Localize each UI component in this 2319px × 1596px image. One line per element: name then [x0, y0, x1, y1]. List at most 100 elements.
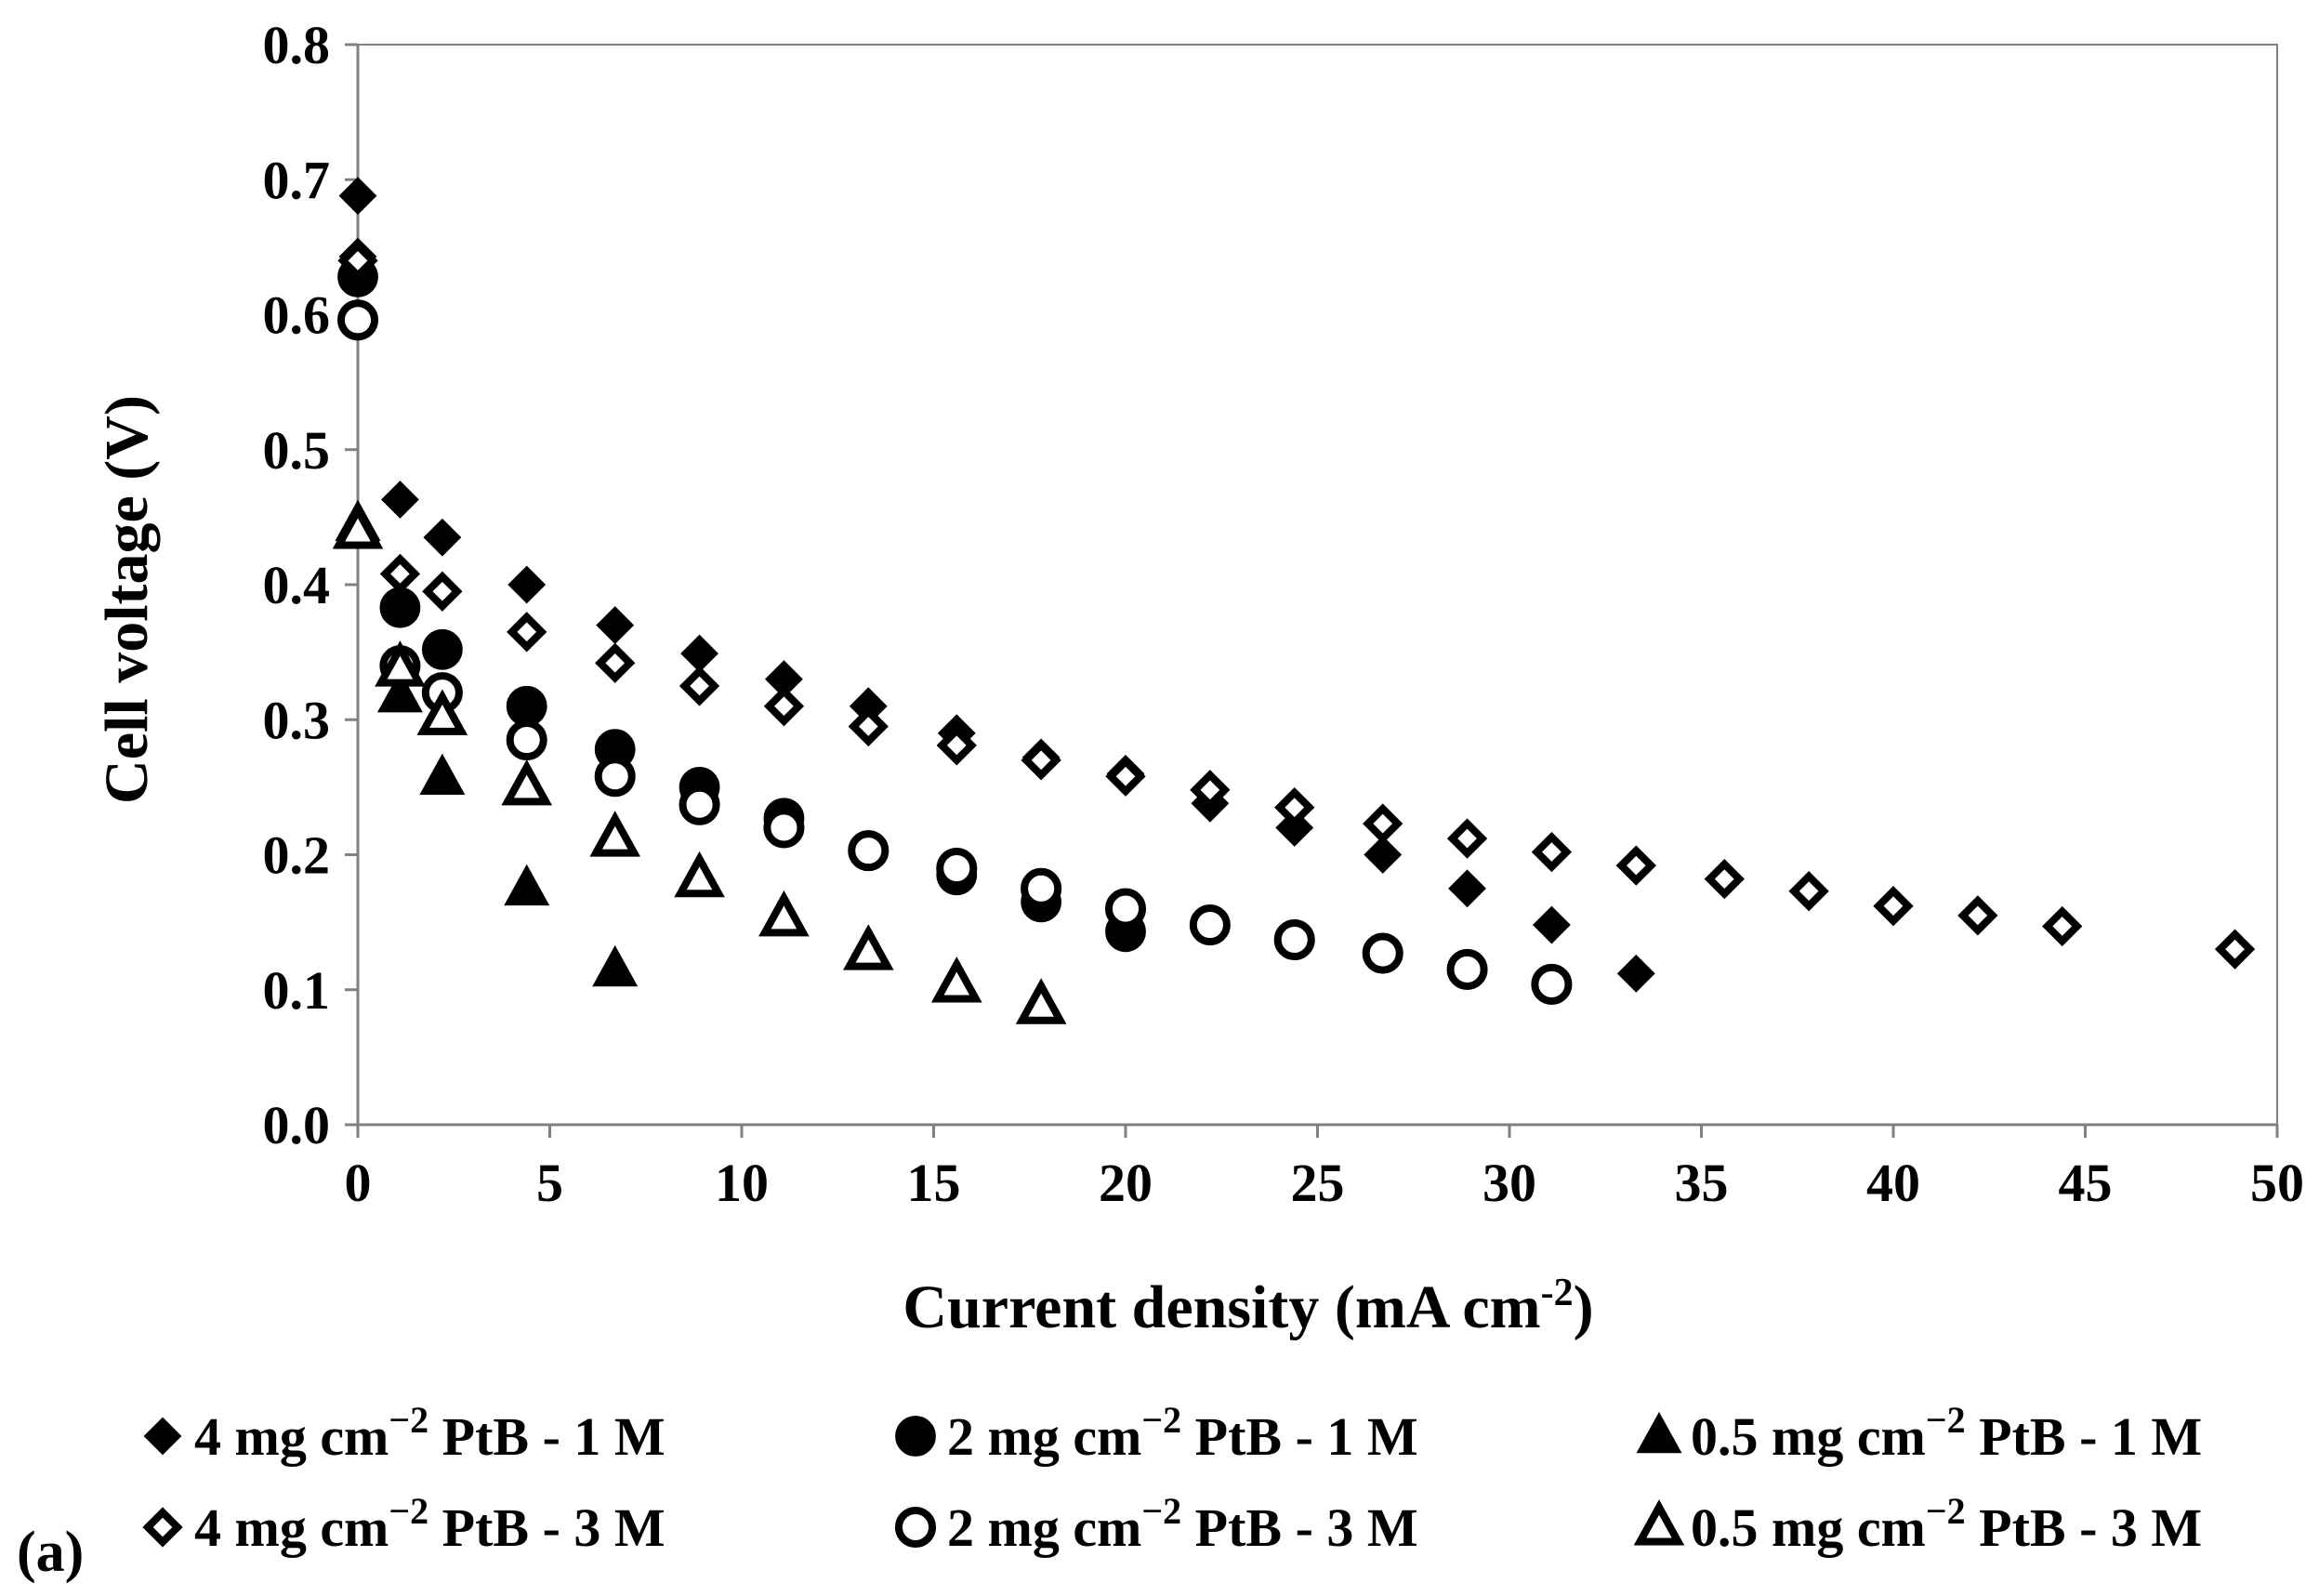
series-5 [336, 299, 1573, 1005]
data-point [1021, 867, 1062, 909]
data-point [1533, 905, 1571, 944]
legend-marker [895, 1416, 936, 1457]
y-tick-label: 0.4 [263, 555, 331, 615]
legend-item: 2 mg cm−2 PtB - 1 M [895, 1399, 1418, 1467]
legend-marker [1636, 1411, 1682, 1454]
data-point [379, 553, 421, 595]
data-point [679, 666, 720, 706]
legend-item: 4 mg cm−2 PtB - 1 M [143, 1399, 665, 1467]
legend-marker [142, 1507, 183, 1548]
x-axis-ticks: 0 5 10 15 20 25 30 35 40 45 50 [345, 1125, 2304, 1213]
x-tick-label: 30 [1482, 1153, 1536, 1213]
legend-label: 0.5 mg cm−2 PtB - 3 M [1691, 1490, 2202, 1558]
data-point [674, 851, 725, 898]
data-point [338, 177, 377, 216]
data-point [416, 689, 468, 735]
data-point [422, 571, 463, 612]
x-tick-label: 45 [2059, 1153, 2113, 1213]
x-axis-title: Current density (mA cm-2) [903, 1272, 1593, 1341]
series-6 [332, 503, 1067, 1024]
data-point [381, 481, 419, 519]
data-point [1704, 858, 1745, 900]
x-tick-label: 50 [2250, 1153, 2304, 1213]
data-points [332, 177, 2256, 1024]
data-point [936, 725, 977, 766]
legend-label: 2 mg cm−2 PtB - 1 M [947, 1399, 1418, 1467]
x-axis-title-tail: ) [1574, 1273, 1594, 1341]
y-tick-label: 0.5 [263, 420, 331, 481]
legend-label: 4 mg cm−2 PtB - 3 M [194, 1490, 665, 1558]
x-tick-label: 15 [907, 1153, 961, 1213]
data-point [421, 628, 463, 670]
y-axis-ticks: 0.0 0.1 0.2 0.3 0.4 0.5 0.6 0.7 0.8 [263, 15, 358, 1155]
y-tick-label: 0.1 [263, 960, 331, 1021]
legend-label: 0.5 mg cm−2 PtB - 1 M [1691, 1399, 2202, 1467]
y-tick-label: 0.7 [263, 150, 331, 210]
data-point [679, 784, 720, 825]
data-point [506, 719, 547, 761]
legend-marker [1633, 1499, 1685, 1546]
data-point [848, 830, 889, 872]
data-point [1274, 787, 1315, 828]
data-point [594, 756, 636, 798]
data-point [763, 807, 805, 849]
x-tick-label: 20 [1099, 1153, 1153, 1213]
x-tick-label: 5 [536, 1153, 563, 1213]
x-tick-label: 40 [1866, 1153, 1920, 1213]
legend-item: 0.5 mg cm−2 PtB - 3 M [1633, 1490, 2202, 1558]
y-axis-title: Cell voltage (V) [93, 395, 161, 804]
data-point [337, 240, 378, 282]
data-point [504, 864, 550, 906]
x-axis-title-sup: -2 [1541, 1272, 1574, 1314]
x-axis-title-main: Current density (mA cm [903, 1273, 1540, 1341]
data-point [1275, 809, 1314, 847]
legend: 4 mg cm−2 PtB - 1 M 2 mg cm−2 PtB - 1 M 0.… [142, 1399, 2202, 1558]
data-point [595, 642, 636, 683]
data-point [1615, 845, 1656, 886]
y-tick-label: 0.0 [263, 1095, 331, 1155]
panel-label: (a) [17, 1521, 84, 1584]
data-point [1446, 948, 1488, 991]
legend-label: 4 mg cm−2 PtB - 1 M [194, 1399, 665, 1467]
data-point [1531, 831, 1573, 873]
data-point [376, 671, 423, 713]
legend-marker [894, 1506, 937, 1549]
series-4 [337, 240, 2256, 969]
legend-item: 0.5 mg cm−2 PtB - 1 M [1636, 1399, 2202, 1467]
data-point [1189, 904, 1231, 946]
data-point [2042, 905, 2083, 947]
data-point [1616, 954, 1655, 993]
data-point [1273, 918, 1315, 961]
data-point [596, 606, 635, 644]
data-point [507, 612, 547, 653]
y-tick-label: 0.8 [263, 15, 331, 75]
y-tick-label: 0.2 [263, 825, 331, 886]
data-point [336, 299, 379, 341]
data-point [1363, 803, 1403, 844]
data-point [1957, 895, 1998, 936]
data-point [758, 890, 810, 937]
data-point [589, 811, 641, 857]
data-point [848, 706, 889, 747]
data-point [842, 924, 894, 970]
data-point [1362, 932, 1403, 974]
data-point [1448, 869, 1486, 908]
data-point [1105, 756, 1146, 797]
legend-item: 4 mg cm−2 PtB - 3 M [142, 1490, 665, 1558]
data-point [1015, 978, 1067, 1024]
data-point [1788, 871, 1829, 912]
data-point [1873, 886, 1914, 927]
data-point [419, 753, 466, 795]
legend-label: 2 mg cm−2 PtB - 3 M [947, 1490, 1418, 1558]
data-point [930, 956, 982, 1003]
data-point [332, 503, 384, 549]
x-tick-label: 25 [1291, 1153, 1345, 1213]
data-point [375, 640, 426, 687]
x-tick-label: 10 [715, 1153, 769, 1213]
data-point [1104, 888, 1147, 930]
data-point [592, 944, 639, 987]
data-point [379, 587, 421, 628]
data-point [423, 518, 462, 557]
